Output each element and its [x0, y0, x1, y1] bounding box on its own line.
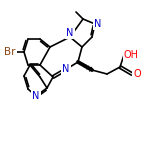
Text: N: N	[32, 91, 40, 101]
Text: OH: OH	[123, 50, 138, 60]
Text: O: O	[133, 69, 141, 79]
Text: N: N	[62, 64, 70, 74]
Text: Br: Br	[4, 47, 16, 57]
Text: N: N	[94, 19, 102, 29]
Text: N: N	[66, 28, 74, 38]
